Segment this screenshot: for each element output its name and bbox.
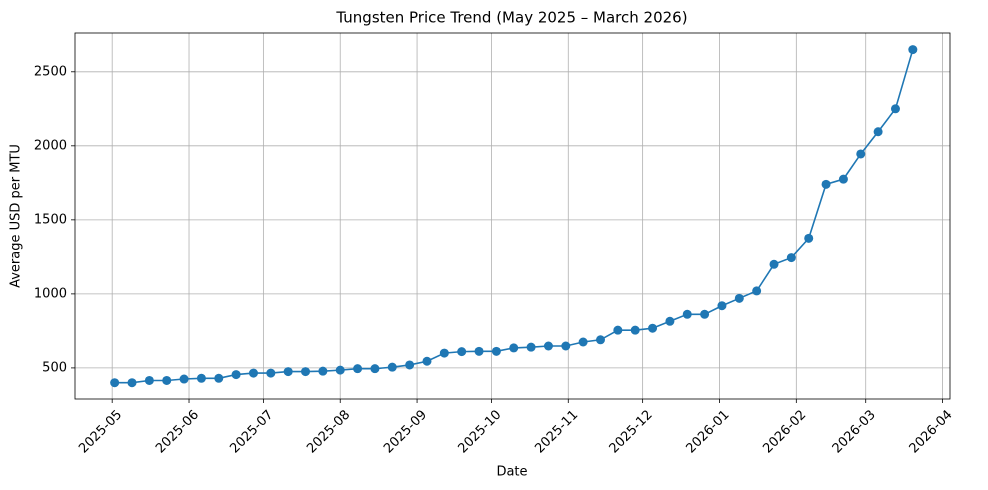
- data-point: [769, 259, 779, 269]
- data-point: [752, 286, 762, 296]
- data-point: [353, 364, 363, 374]
- y-tick-label: 2500: [34, 64, 67, 79]
- price-line: [114, 49, 914, 384]
- plot-frame: [74, 32, 951, 400]
- y-axis-label: Average USD per MTU: [9, 144, 24, 288]
- data-point: [474, 346, 484, 356]
- data-point: [457, 347, 467, 357]
- x-tick-label: 2026-01: [684, 407, 733, 456]
- data-point: [196, 373, 206, 383]
- data-point: [144, 375, 154, 385]
- data-point: [335, 365, 345, 375]
- data-point: [422, 356, 432, 366]
- x-tick-label: 2025-09: [381, 407, 430, 456]
- data-point: [856, 149, 866, 159]
- data-point: [613, 325, 623, 335]
- data-point: [439, 348, 449, 358]
- chart-title: Tungsten Price Trend (May 2025 – March 2…: [335, 9, 687, 27]
- y-tick-label: 1500: [34, 212, 67, 227]
- data-point: [231, 370, 241, 380]
- x-tick-label: 2025-05: [76, 407, 125, 456]
- data-point: [491, 346, 501, 356]
- x-tick-label: 2026-04: [907, 407, 956, 456]
- data-point: [318, 366, 328, 376]
- data-point: [630, 325, 640, 335]
- data-point: [405, 360, 415, 370]
- data-point: [734, 293, 744, 303]
- data-point: [786, 253, 796, 263]
- data-point: [266, 368, 276, 378]
- data-point: [890, 104, 900, 114]
- x-axis-label: Date: [496, 465, 527, 480]
- x-tick-label: 2026-02: [760, 407, 809, 456]
- data-point: [700, 309, 710, 319]
- data-point: [908, 45, 918, 55]
- y-tick-label: 500: [42, 360, 67, 375]
- x-tick-label: 2026-03: [830, 407, 879, 456]
- x-tick-label: 2025-10: [455, 407, 504, 456]
- data-point: [301, 367, 311, 377]
- data-point: [821, 179, 831, 189]
- data-point: [110, 378, 120, 388]
- data-point: [873, 127, 883, 137]
- y-tick-label: 2000: [34, 138, 67, 153]
- x-tick-label: 2025-12: [607, 407, 656, 456]
- x-tick-label: 2025-07: [227, 407, 276, 456]
- data-point: [665, 316, 675, 326]
- data-point: [804, 233, 814, 243]
- data-point: [214, 373, 224, 383]
- x-tick-label: 2025-06: [153, 407, 202, 456]
- data-point: [387, 362, 397, 372]
- data-point: [595, 335, 605, 345]
- data-point: [543, 341, 553, 351]
- data-point: [648, 323, 658, 333]
- data-point: [370, 364, 380, 374]
- x-tick-label: 2025-08: [304, 407, 353, 456]
- data-point: [283, 367, 293, 377]
- data-point: [578, 337, 588, 347]
- data-point: [717, 301, 727, 311]
- data-point: [162, 375, 172, 385]
- data-point: [179, 374, 189, 384]
- data-point: [127, 378, 137, 388]
- data-point: [248, 368, 258, 378]
- y-tick-label: 1000: [34, 286, 67, 301]
- data-point: [526, 342, 536, 352]
- x-tick-label: 2025-11: [532, 407, 581, 456]
- data-point: [509, 343, 519, 353]
- data-point: [682, 309, 692, 319]
- data-point: [838, 174, 848, 184]
- data-point: [561, 341, 571, 351]
